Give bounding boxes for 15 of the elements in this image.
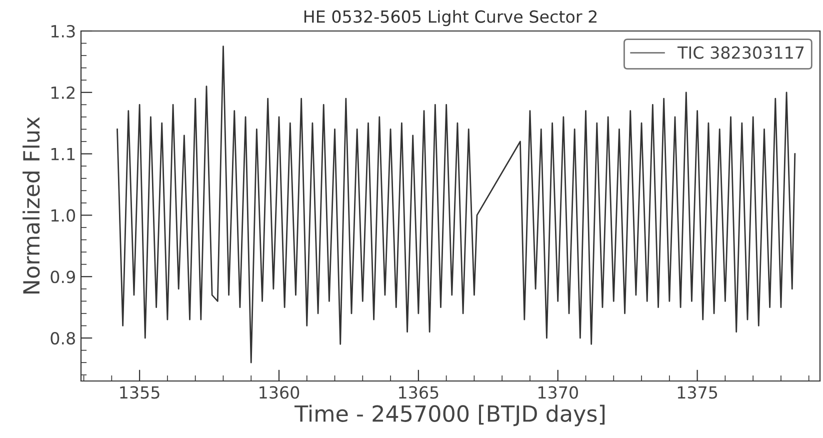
- y-tick-label: 1.1: [51, 148, 75, 160]
- y-tick-label: 0.9: [50, 270, 75, 284]
- y-tick-label: 0.8: [50, 332, 75, 345]
- y-axis-title: Normalized Flux: [22, 117, 40, 294]
- y-tick-label: 1.0: [51, 209, 76, 222]
- y-tick-label: 1.3: [51, 24, 75, 38]
- x-tick-label: 1370: [538, 386, 578, 399]
- chart-title: HE 0532-5605 Light Curve Sector 2: [304, 10, 596, 26]
- x-tick-label: 1360: [260, 386, 300, 399]
- x-tick-label: 1365: [399, 386, 438, 399]
- legend-label: TIC 382303117: [677, 46, 804, 59]
- y-tick-label: 1.2: [51, 86, 74, 99]
- x-tick-label: 1355: [120, 386, 160, 399]
- x-tick-label: 1375: [678, 386, 718, 399]
- x-axis-title: Time - 2457000 [BTJD days]: [294, 404, 605, 426]
